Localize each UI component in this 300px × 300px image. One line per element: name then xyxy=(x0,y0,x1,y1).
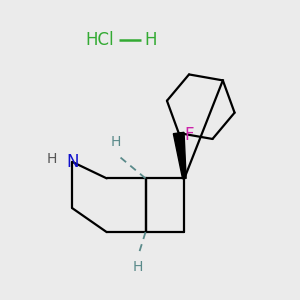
Text: H: H xyxy=(133,260,143,274)
Text: H: H xyxy=(110,135,121,149)
Text: N: N xyxy=(66,153,79,171)
Text: H: H xyxy=(47,152,57,166)
Text: F: F xyxy=(184,125,194,143)
Text: H: H xyxy=(144,31,157,49)
Polygon shape xyxy=(173,132,186,178)
Text: HCl: HCl xyxy=(85,31,114,49)
